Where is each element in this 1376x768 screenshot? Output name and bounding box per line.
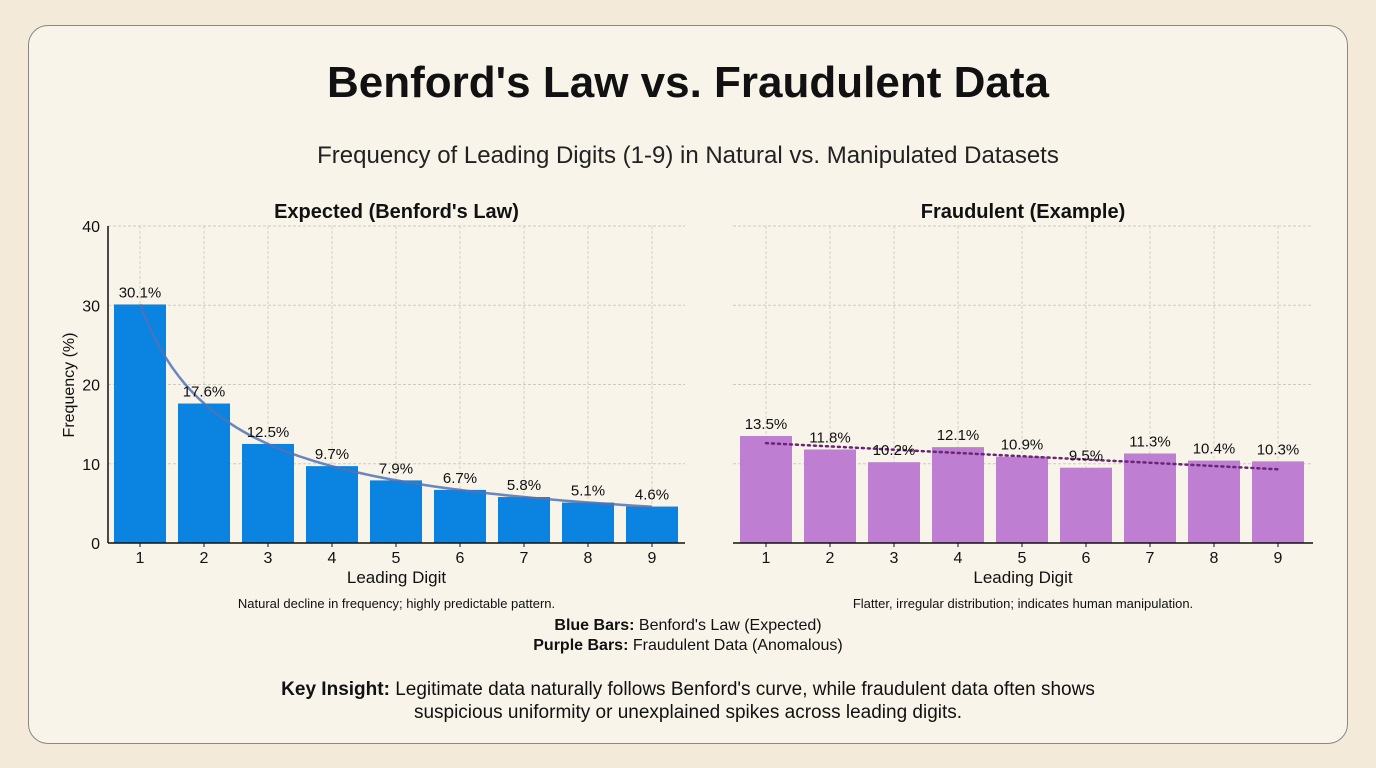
benford-bar-1 bbox=[114, 304, 166, 543]
fraud-x-tick-label: 8 bbox=[1210, 550, 1219, 567]
fraud-data-label: 12.1% bbox=[937, 427, 980, 444]
fraud-bar-3 bbox=[868, 462, 920, 543]
benford-data-label: 7.9% bbox=[379, 460, 413, 477]
fraud-bar-2 bbox=[804, 449, 856, 543]
fraud-bar-8 bbox=[1188, 460, 1240, 543]
benford-x-tick-label: 2 bbox=[200, 550, 209, 567]
benford-x-tick-label: 4 bbox=[328, 550, 337, 567]
benford-x-tick-label: 9 bbox=[648, 550, 657, 567]
fraud-data-label: 11.8% bbox=[809, 429, 850, 446]
fraud-data-label: 10.2% bbox=[873, 442, 916, 459]
benford-data-label: 5.8% bbox=[507, 477, 541, 494]
benford-x-tick-label: 5 bbox=[392, 550, 401, 567]
benford-data-label: 5.1% bbox=[571, 483, 605, 500]
fraud-data-label: 9.5% bbox=[1069, 448, 1103, 465]
fraud-x-tick-label: 6 bbox=[1082, 550, 1091, 567]
fraud-chart-title: Fraudulent (Example) bbox=[921, 201, 1125, 223]
fraud-bar-7 bbox=[1124, 453, 1176, 543]
fraud-data-label: 10.9% bbox=[1001, 437, 1044, 454]
fraud-x-tick-label: 7 bbox=[1146, 550, 1155, 567]
benford-y-tick-label: 30 bbox=[82, 298, 100, 315]
fraud-trend-line bbox=[764, 441, 1280, 471]
benford-data-label: 6.7% bbox=[443, 470, 477, 487]
insight-line2: suspicious uniformity or unexplained spi… bbox=[413, 702, 963, 723]
benford-data-label: 12.5% bbox=[247, 424, 290, 441]
benford-y-tick-label: 20 bbox=[82, 378, 100, 395]
key-insight: Key Insight: Legitimate data naturally f… bbox=[0, 678, 1376, 724]
fraud-data-label: 13.5% bbox=[745, 416, 788, 433]
benford-bar-8 bbox=[562, 502, 614, 543]
legend-purple: Purple Bars: Fraudulent Data (Anomalous) bbox=[0, 637, 1376, 655]
benford-caption: Natural decline in frequency; highly pre… bbox=[238, 596, 555, 611]
fraud-x-tick-label: 9 bbox=[1274, 550, 1283, 567]
benford-x-tick-label: 1 bbox=[136, 550, 145, 567]
fraud-x-tick-label: 2 bbox=[826, 550, 835, 567]
fraud-x-tick-label: 4 bbox=[954, 550, 963, 567]
benford-y-tick-label: 10 bbox=[82, 457, 100, 474]
benford-bar-7 bbox=[498, 497, 550, 543]
benford-benford-curve bbox=[138, 303, 653, 508]
benford-y-axis-label: Frequency (%) bbox=[61, 333, 78, 438]
fraud-bar-5 bbox=[996, 456, 1048, 543]
fraud-bar-4 bbox=[932, 447, 984, 543]
fraud-bar-1 bbox=[740, 436, 792, 543]
benford-bar-2 bbox=[178, 403, 230, 543]
benford-bar-4 bbox=[306, 466, 358, 543]
fraud-data-label: 10.4% bbox=[1193, 441, 1236, 458]
fraud-x-tick-label: 1 bbox=[762, 550, 771, 567]
page-title: Benford's Law vs. Fraudulent Data bbox=[327, 58, 1049, 107]
fraud-data-label: 10.3% bbox=[1257, 441, 1300, 458]
legend-blue-text: Benford's Law (Expected) bbox=[638, 617, 822, 634]
insight-label: Key Insight: bbox=[281, 679, 390, 700]
benford-bar-3 bbox=[242, 443, 294, 543]
benford-data-label: 17.6% bbox=[183, 384, 226, 401]
benford-x-tick-label: 7 bbox=[520, 550, 529, 567]
insight-line1: Legitimate data naturally follows Benfor… bbox=[395, 679, 1095, 700]
fraud-x-axis-label: Leading Digit bbox=[973, 568, 1073, 587]
benford-x-tick-label: 8 bbox=[584, 550, 593, 567]
benford-y-tick-label: 40 bbox=[82, 219, 100, 236]
fraud-caption: Flatter, irregular distribution; indicat… bbox=[853, 596, 1193, 611]
legend-purple-label: Purple Bars: bbox=[533, 637, 629, 654]
benford-bar-9 bbox=[626, 506, 678, 543]
fraud-x-tick-label: 5 bbox=[1018, 550, 1027, 567]
legend-blue: Blue Bars: Benford's Law (Expected) bbox=[0, 617, 1376, 635]
benford-bar-5 bbox=[370, 480, 422, 543]
benford-chart-title: Expected (Benford's Law) bbox=[274, 201, 519, 223]
legend-purple-text: Fraudulent Data (Anomalous) bbox=[632, 637, 843, 654]
fraud-bar-9 bbox=[1252, 461, 1304, 543]
benford-x-tick-label: 6 bbox=[456, 550, 465, 567]
benford-x-tick-label: 3 bbox=[264, 550, 273, 567]
fraud-bar-6 bbox=[1060, 467, 1112, 543]
benford-data-label: 4.6% bbox=[635, 487, 669, 504]
fraud-data-label: 11.3% bbox=[1129, 433, 1170, 450]
benford-y-tick-label: 0 bbox=[91, 536, 100, 553]
page-subtitle: Frequency of Leading Digits (1-9) in Nat… bbox=[317, 142, 1059, 169]
benford-bar-6 bbox=[434, 489, 486, 543]
benford-x-axis-label: Leading Digit bbox=[347, 568, 447, 587]
fraud-x-tick-label: 3 bbox=[890, 550, 899, 567]
legend-blue-label: Blue Bars: bbox=[554, 617, 635, 634]
benford-data-label: 9.7% bbox=[315, 446, 349, 463]
benford-data-label: 30.1% bbox=[119, 284, 162, 301]
